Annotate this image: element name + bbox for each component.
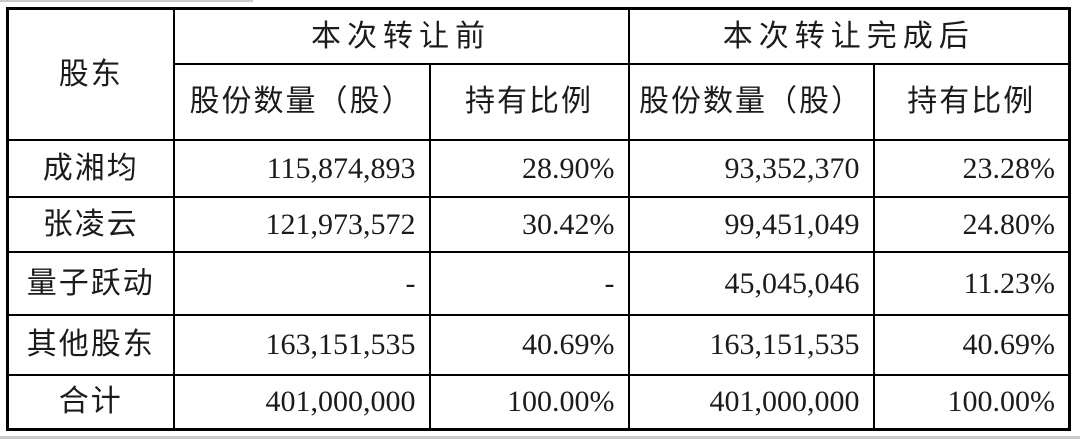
header-row-columns: 股份数量（股） 持有比例 股份数量（股） 持有比例 (8, 62, 1071, 141)
before-shares-total-cell: 401,000,000 (172, 373, 431, 431)
before-ratio-cell: 30.42% (428, 195, 630, 253)
table-row: 张凌云 121,973,572 30.42% 99,451,049 24.80% (6, 195, 1071, 253)
before-ratio-total-cell: 100.00% (428, 373, 630, 431)
share-transfer-table: 股东 本次转让前 本次转让完成后 股份数量（股） 持有比例 股份数量（股） 持有… (6, 7, 1071, 431)
page-edge-bottom-line (0, 436, 1080, 439)
table-row-total: 合计 401,000,000 100.00% 401,000,000 100.0… (6, 373, 1071, 431)
before-transfer-group-header: 本次转让前 (172, 7, 630, 65)
shareholder-name-cell: 其他股东 (6, 313, 175, 376)
after-shares-cell: 163,151,535 (627, 313, 875, 376)
before-shares-cell: 121,973,572 (172, 195, 431, 253)
shareholder-column-header: 股东 (6, 7, 175, 141)
after-shares-total-cell: 401,000,000 (627, 373, 875, 431)
after-shares-column-header: 股份数量（股） (627, 62, 875, 141)
before-shares-cell: 163,151,535 (172, 313, 431, 376)
after-ratio-column-header: 持有比例 (872, 62, 1071, 141)
before-shares-cell: 115,874,893 (172, 138, 431, 198)
before-ratio-cell: - (428, 250, 630, 316)
after-ratio-total-cell: 100.00% (872, 373, 1071, 431)
table-row: 其他股东 163,151,535 40.69% 163,151,535 40.6… (6, 313, 1071, 376)
after-ratio-cell: 23.28% (872, 138, 1071, 198)
after-shares-cell: 45,045,046 (627, 250, 875, 316)
total-label-cell: 合计 (6, 373, 175, 431)
after-ratio-cell: 40.69% (872, 313, 1071, 376)
after-transfer-group-header: 本次转让完成后 (627, 7, 1071, 65)
before-shares-column-header: 股份数量（股） (172, 62, 431, 141)
before-ratio-column-header: 持有比例 (428, 62, 630, 141)
shareholder-name-cell: 张凌云 (6, 195, 175, 253)
after-ratio-cell: 24.80% (872, 195, 1071, 253)
after-ratio-cell: 11.23% (872, 250, 1071, 316)
page-edge-top-line (0, 0, 253, 2)
before-ratio-cell: 28.90% (428, 138, 630, 198)
table-row: 成湘均 115,874,893 28.90% 93,352,370 23.28% (6, 138, 1071, 198)
shareholder-name-cell: 量子跃动 (6, 250, 175, 316)
table-row: 量子跃动 - - 45,045,046 11.23% (6, 250, 1071, 316)
header-row-groups: 股东 本次转让前 本次转让完成后 (6, 7, 1071, 141)
before-ratio-cell: 40.69% (428, 313, 630, 376)
after-shares-cell: 93,352,370 (627, 138, 875, 198)
after-shares-cell: 99,451,049 (627, 195, 875, 253)
before-shares-cell: - (172, 250, 431, 316)
shareholder-name-cell: 成湘均 (6, 138, 175, 198)
